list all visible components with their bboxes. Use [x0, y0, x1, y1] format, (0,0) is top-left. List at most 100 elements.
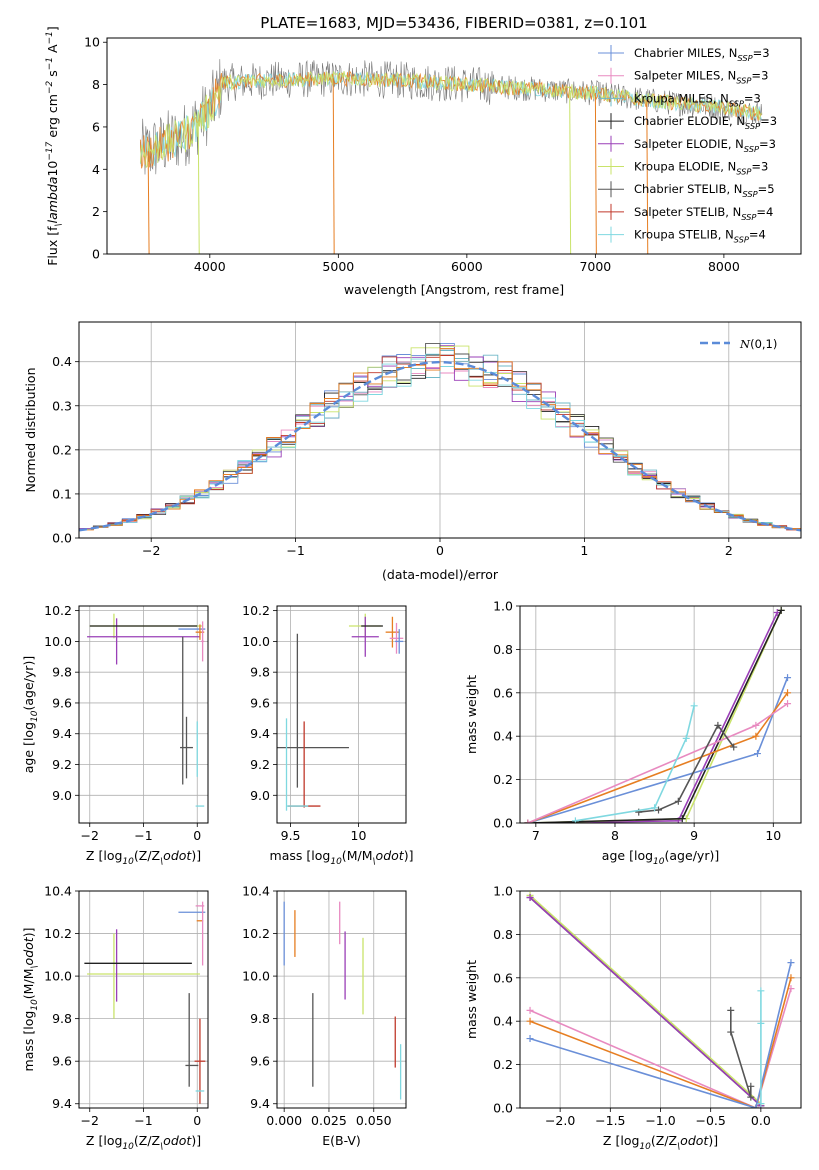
x-axis-label: (data-model)/error: [382, 567, 499, 582]
x-tick-label: 9.5: [281, 828, 301, 843]
weight-series: [527, 692, 789, 823]
label-part: O: [700, 114, 709, 128]
label-part: C: [634, 182, 642, 196]
label-part: [: [21, 1030, 36, 1035]
label-part: ,: [729, 114, 733, 128]
label-part: e: [617, 848, 625, 863]
label-part: (: [342, 848, 347, 863]
label-part: E: [706, 69, 713, 83]
y-tick-label: 0.1: [52, 486, 72, 501]
label-part: r: [45, 124, 60, 130]
label-part: s: [464, 1006, 479, 1013]
label-part: o: [21, 730, 36, 738]
label-part: w: [464, 992, 479, 1002]
weight-series: [527, 609, 782, 823]
x-tick-label: 8000: [708, 259, 740, 274]
y-axis-label: Normed distribution: [23, 367, 38, 492]
label-part: o: [680, 1133, 688, 1148]
y-tick-label: 9.6: [52, 1054, 72, 1069]
label-part: s: [296, 848, 303, 863]
label-part: (: [750, 337, 755, 351]
label-part: SSP: [737, 53, 752, 63]
x-axis-label: wavelength [Angstrom, rest frame]: [344, 282, 564, 297]
label-part: e: [672, 114, 679, 128]
label-part: L: [708, 205, 715, 219]
label-part: a: [649, 114, 656, 128]
label-part: l: [21, 1026, 36, 1029]
label-part: 10: [330, 857, 342, 867]
x-axis-label: Z [log10(Z/Z\odot)]: [86, 848, 201, 867]
y-tick-label: 0.4: [493, 729, 513, 744]
label-part: S: [713, 69, 720, 83]
weight-marker: [757, 1019, 765, 1027]
label-part: /: [21, 979, 36, 984]
weight-marker: [526, 1035, 534, 1043]
x-tick-label: −2: [81, 1113, 99, 1128]
label-part: a: [282, 848, 290, 863]
label-part: b: [656, 182, 663, 196]
label-part: Z: [152, 848, 161, 863]
label-part: ]: [45, 26, 60, 31]
label-part: e: [659, 137, 666, 151]
weight-marker: [727, 1028, 735, 1036]
y-tick-label: 9.6: [250, 1054, 270, 1069]
label-part: ): [21, 661, 36, 666]
label-part: SSP: [736, 167, 751, 177]
weight-marker: [787, 959, 795, 967]
axes-frame: [276, 890, 407, 1109]
x-tick-label: −2.0: [545, 1113, 575, 1128]
y-tick-label: 9.6: [250, 695, 270, 710]
label-part: [: [21, 741, 36, 746]
label-part: SSP: [742, 189, 757, 199]
label-part: K: [634, 228, 642, 242]
label-part: s: [45, 70, 60, 77]
label-part: t: [21, 936, 36, 942]
label-part: g: [21, 690, 36, 698]
weight-marker: [752, 1104, 760, 1108]
label-part: e: [21, 682, 36, 690]
label-part: SSP: [736, 76, 751, 86]
x-axis-label: Z [log10(Z/Z\odot)]: [603, 1133, 718, 1152]
label-part: r: [679, 182, 684, 196]
label-part: ,: [720, 160, 724, 174]
label-part: f: [45, 226, 60, 231]
label-part: t: [403, 567, 408, 582]
label-part: [: [45, 231, 60, 236]
label-part: p: [652, 137, 659, 151]
label-part: ): [708, 1133, 713, 1148]
errorbar-marks: [84, 901, 206, 1104]
label-part: a: [668, 91, 675, 105]
label-part: g: [645, 848, 653, 863]
label-part: a: [649, 46, 656, 60]
label-part: l: [648, 137, 651, 151]
x-axis-label: mass [log10(M/M\odot)]: [270, 848, 414, 867]
label-part: I: [714, 205, 717, 219]
label-part: −2: [45, 80, 55, 94]
y-tick-label: 9.4: [52, 726, 72, 741]
label-part: M: [678, 91, 688, 105]
label-part: d: [45, 184, 60, 192]
weight-lines: [526, 891, 795, 1108]
label-part: M: [347, 848, 358, 863]
label-part: i: [23, 383, 38, 386]
label-part: (: [21, 706, 36, 711]
label-part: ,: [762, 337, 766, 351]
label-part: -: [344, 1133, 348, 1148]
y-tick-label: 10: [84, 35, 100, 50]
y-tick-label: 2: [92, 204, 100, 219]
weight-marker: [752, 721, 760, 729]
label-part: s: [21, 1039, 36, 1046]
label-part: N: [720, 91, 729, 105]
y-tick-label: 1.0: [493, 599, 513, 614]
label-part: s: [464, 1013, 479, 1020]
label-part: t: [457, 282, 462, 297]
weight-marker: [747, 1093, 755, 1101]
label-part: i: [668, 46, 671, 60]
label-part: o: [646, 228, 653, 242]
label-part: a: [464, 734, 479, 742]
label-part: ,: [486, 282, 490, 297]
label-part: V: [347, 1133, 356, 1148]
label-part: /: [147, 848, 152, 863]
y-tick-label: 0.2: [493, 772, 513, 787]
